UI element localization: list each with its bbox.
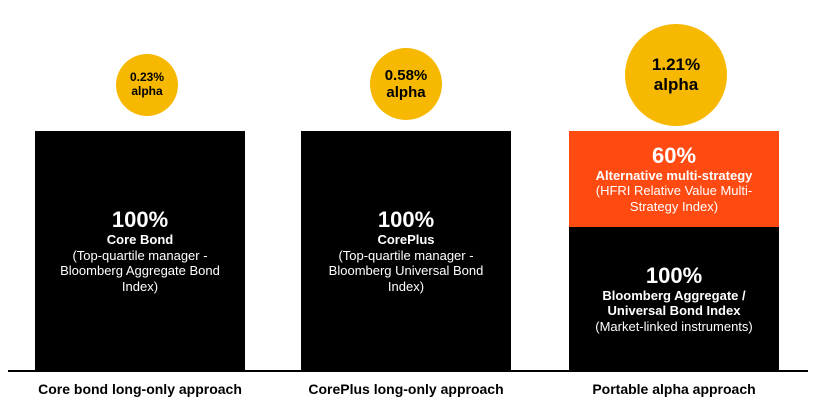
alpha-label: alpha bbox=[131, 84, 163, 98]
alpha-circle-coreplus: 0.58% alpha bbox=[370, 48, 442, 120]
block-percent: 60% bbox=[651, 142, 697, 168]
alpha-value: 1.21% bbox=[651, 55, 701, 75]
approach-label-core-bond: Core bond long-only approach bbox=[38, 381, 242, 397]
alpha-circle-portable-alpha: 1.21% alpha bbox=[625, 24, 727, 126]
alpha-circle-core-bond: 0.23% alpha bbox=[116, 54, 178, 116]
alpha-value: 0.58% bbox=[384, 66, 428, 84]
block-name: Alternative multi-strategy bbox=[595, 167, 753, 183]
approach-label-portable-alpha: Portable alpha approach bbox=[592, 381, 756, 397]
block-percent: 100% bbox=[377, 206, 435, 232]
block-name: Core Bond bbox=[106, 231, 174, 247]
block-name: Bloomberg Aggregate / Universal Bond Ind… bbox=[602, 287, 746, 319]
block-description: (Top-quartile manager - Bloomberg Aggreg… bbox=[60, 247, 220, 294]
alpha-label: alpha bbox=[653, 75, 699, 94]
core-bond-block: 100% Core Bond (Top-quartile manager - B… bbox=[35, 131, 245, 371]
coreplus-block: 100% CorePlus (Top-quartile manager - Bl… bbox=[301, 131, 511, 371]
alpha-label: alpha bbox=[386, 84, 426, 101]
block-description: (HFRI Relative Value Multi-Strategy Inde… bbox=[595, 183, 753, 214]
alpha-value: 0.23% bbox=[129, 70, 165, 85]
alternative-multi-strategy-block: 60% Alternative multi-strategy (HFRI Rel… bbox=[569, 131, 779, 227]
bond-index-block: 100% Bloomberg Aggregate / Universal Bon… bbox=[569, 227, 779, 371]
block-description: (Market-linked instruments) bbox=[595, 318, 753, 334]
block-percent: 100% bbox=[111, 206, 169, 232]
block-percent: 100% bbox=[645, 262, 703, 288]
baseline-divider bbox=[8, 370, 808, 372]
block-name: CorePlus bbox=[377, 231, 435, 247]
approach-label-coreplus: CorePlus long-only approach bbox=[308, 381, 504, 397]
block-description: (Top-quartile manager - Bloomberg Univer… bbox=[328, 247, 484, 294]
